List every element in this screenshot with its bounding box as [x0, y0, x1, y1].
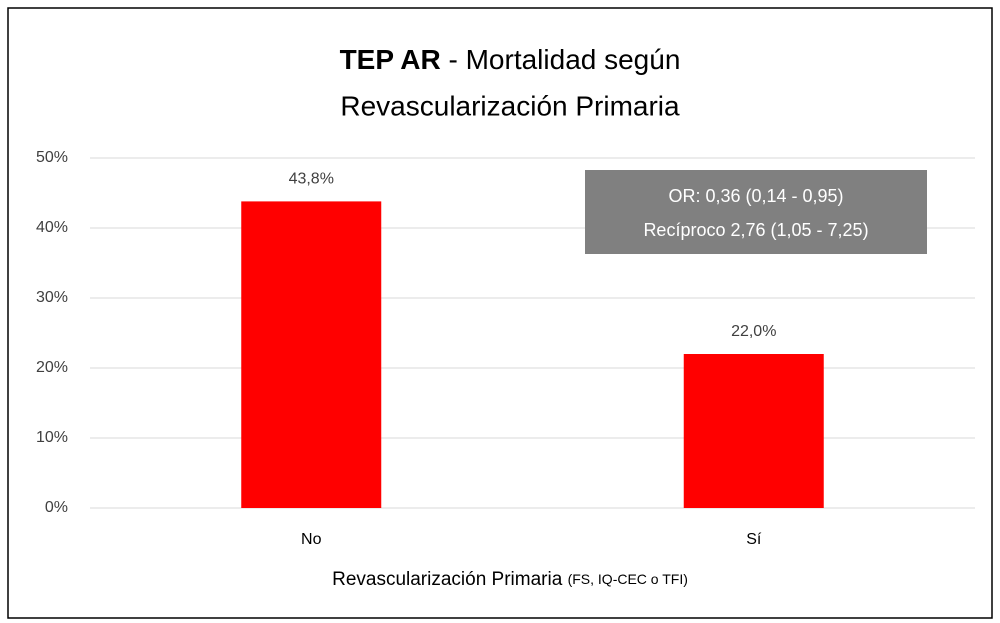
annotation-text: Recíproco 2,76 (1,05 - 7,25)	[643, 220, 868, 240]
x-label-main: Revascularización Primaria	[332, 569, 563, 590]
title-bold: TEP AR	[340, 44, 441, 75]
y-tick-label: 20%	[36, 359, 68, 376]
bar	[241, 201, 382, 508]
y-tick-label: 0%	[45, 499, 68, 516]
x-axis-label: Revascularización Primaria (FS, IQ-CEC o…	[332, 569, 688, 590]
annotation-text: OR: 0,36 (0,14 - 0,95)	[668, 186, 843, 206]
y-tick-label: 50%	[36, 149, 68, 166]
data-label: 43,8%	[289, 171, 334, 188]
x-label-note: (FS, IQ-CEC o TFI)	[568, 571, 688, 587]
chart-title: TEP AR - Mortalidad según	[340, 44, 681, 75]
x-tick-label: Sí	[746, 531, 762, 548]
annotation-box	[585, 170, 927, 254]
data-label: 22,0%	[731, 323, 776, 340]
chart-title-line2: Revascularización Primaria	[340, 90, 680, 121]
chart-frame	[7, 7, 993, 619]
title-rest: - Mortalidad según	[449, 44, 681, 75]
bar	[683, 354, 824, 508]
y-tick-label: 40%	[36, 219, 68, 236]
x-tick-label: No	[301, 531, 322, 548]
y-tick-label: 30%	[36, 289, 68, 306]
y-tick-label: 10%	[36, 429, 68, 446]
